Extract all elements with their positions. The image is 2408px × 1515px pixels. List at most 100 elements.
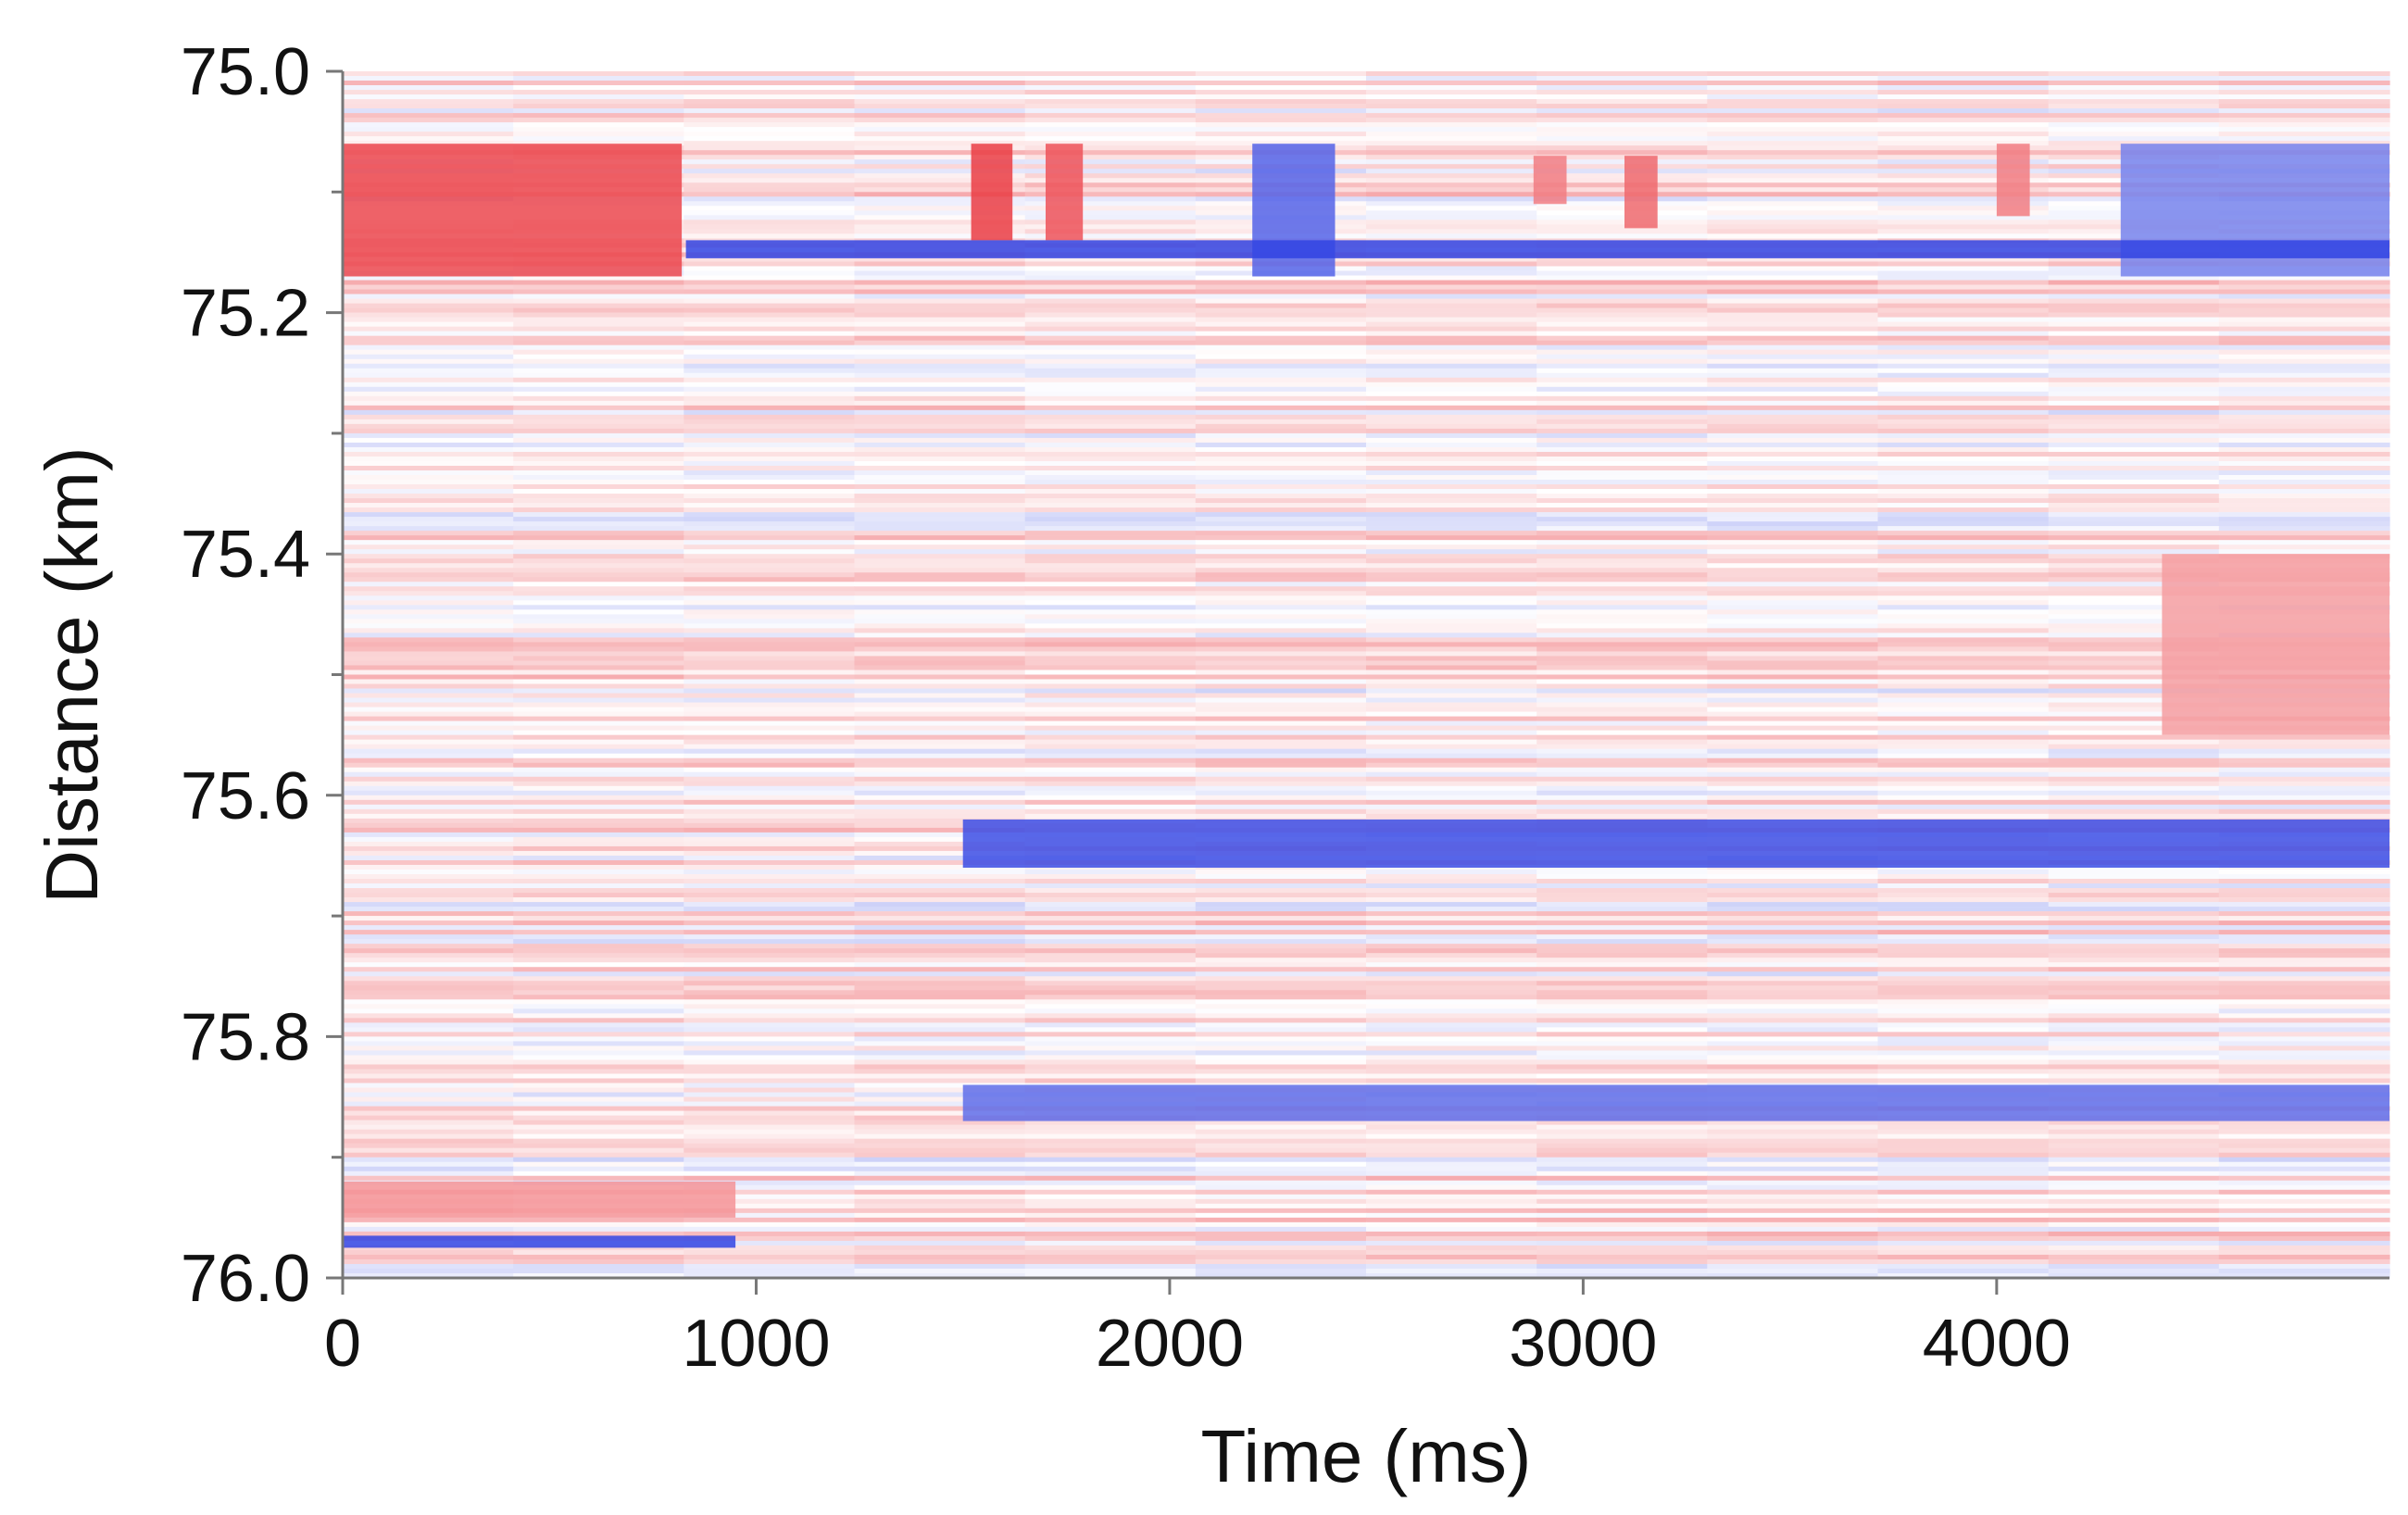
trace-segment [1536,753,1708,759]
trace-segment [2218,303,2390,308]
trace-segment [1195,716,1367,721]
trace-segment [2218,1221,2390,1228]
trace-segment [1877,470,2050,476]
trace-segment [2048,1217,2220,1223]
trace-segment [1707,475,1879,481]
trace-segment [2048,531,2220,536]
trace-segment [513,451,684,457]
trace-segment [2048,595,2220,601]
trace-segment [1877,907,2050,912]
trace-segment [513,683,684,689]
trace-segment [343,674,514,680]
trace-segment [1024,1129,1197,1134]
trace-segment [2218,744,2390,749]
trace-segment [343,902,514,908]
trace-segment [684,855,856,861]
trace-segment [854,948,1026,954]
trace-segment [1195,494,1367,499]
trace-segment [1195,512,1367,518]
trace-segment [1536,1157,1708,1163]
trace-segment [513,1050,684,1056]
trace-segment [513,600,684,606]
trace-segment [854,303,1026,308]
trace-segment [684,771,856,778]
trace-segment [1707,1004,1879,1009]
trace-segment [1024,187,1197,193]
trace-segment [1536,428,1708,434]
trace-segment [1366,391,1537,397]
trace-segment [1024,456,1197,462]
trace-segment [1366,187,1537,193]
trace-segment [2048,1041,2220,1046]
trace-segment [2218,141,2390,146]
trace-segment [1195,442,1367,448]
trace-segment [513,108,684,114]
trace-segment [1024,1004,1197,1009]
trace-segment [2048,1245,2220,1251]
trace-segment [1195,141,1367,146]
trace-segment [1877,1027,2050,1033]
trace-segment [684,1157,856,1163]
trace-segment [1877,1059,2050,1065]
trace-segment [1707,284,1879,290]
trace-segment [1877,985,2050,991]
trace-segment [1366,210,1537,216]
trace-segment [2048,1226,2220,1233]
trace-segment [513,414,684,420]
trace-segment [513,122,684,128]
trace-segment [1024,790,1197,796]
trace-segment [343,1263,514,1270]
trace-segment [2048,409,2220,416]
trace-segment [1024,595,1197,601]
trace-segment [1877,150,2050,156]
trace-segment [1877,646,2050,652]
trace-segment [343,725,514,731]
trace-segment [343,586,514,592]
trace-segment [1707,990,1879,995]
trace-segment [1536,159,1708,165]
trace-segment [1877,967,2050,972]
trace-segment [1707,446,1879,453]
trace-segment [343,503,514,508]
trace-segment [1366,1027,1537,1033]
trace-segment [1195,744,1367,749]
trace-segment [854,1231,1026,1237]
trace-segment [2048,503,2220,508]
trace-segment [343,897,514,903]
trace-segment [684,976,856,982]
trace-segment [684,554,856,559]
trace-segment [513,832,684,838]
trace-segment [854,169,1026,174]
trace-segment [1877,665,2050,670]
y-tick-label: 75.6 [181,759,310,833]
trace-segment [854,423,1026,430]
trace-segment [513,883,684,889]
trace-segment [684,990,856,995]
trace-segment [343,395,514,402]
trace-segment [1707,953,1879,958]
trace-segment [684,1189,856,1196]
trace-segment [2048,118,2220,123]
trace-segment [1707,257,1879,262]
trace-segment [513,623,684,629]
trace-segment [1195,874,1367,880]
trace-segment [1366,767,1537,773]
trace-segment [2048,753,2220,759]
trace-segment [1877,577,2050,582]
trace-segment [854,1041,1026,1046]
trace-segment [1536,432,1708,439]
trace-segment [2218,758,2390,764]
trace-segment [1536,651,1708,657]
trace-segment [1366,711,1537,717]
trace-segment [684,758,856,764]
trace-segment [854,799,1026,806]
trace-segment [1366,1161,1537,1168]
trace-segment [343,475,514,481]
trace-segment [854,1198,1026,1205]
trace-segment [513,298,684,304]
trace-segment [1024,591,1197,596]
trace-segment [513,1045,684,1051]
trace-segment [1536,790,1708,796]
trace-segment [1366,1258,1537,1265]
trace-segment [1536,1032,1708,1037]
